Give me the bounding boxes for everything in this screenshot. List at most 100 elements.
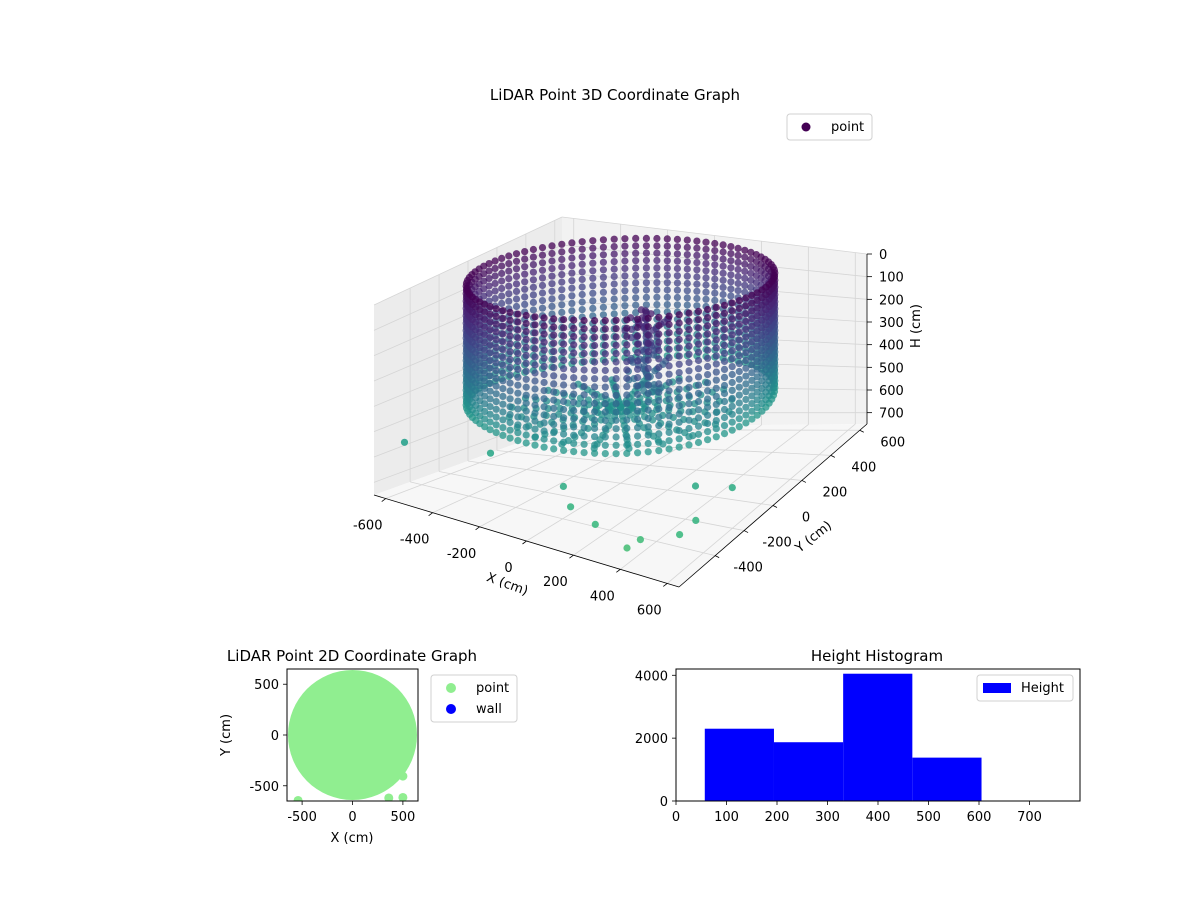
3d-cloud-point — [512, 295, 521, 303]
3d-cloud-point — [720, 422, 729, 430]
3d-cloud-point — [529, 298, 538, 306]
3d-cloud-point — [568, 269, 576, 277]
3d-cloud-point — [560, 446, 568, 454]
3d-cloud-point — [632, 249, 640, 257]
3d-cloud-point — [540, 435, 548, 443]
3d-cloud-point — [719, 248, 727, 256]
3d-cloud-point — [568, 277, 576, 285]
3d-cloud-point — [712, 328, 720, 336]
3d-cloud-point — [580, 341, 588, 349]
3d-cloud-point — [560, 324, 568, 332]
3d-cloud-point — [712, 320, 720, 328]
3d-cloud-point — [685, 424, 693, 433]
3d-cloud-point — [685, 375, 693, 383]
3d-cloud-point — [621, 287, 629, 295]
3d-cloud-point — [735, 375, 743, 383]
3d-cloud-point — [742, 411, 750, 419]
3d-cloud-point — [748, 392, 756, 400]
3d-cloud-point — [612, 350, 620, 358]
3d-cloud-point — [675, 360, 683, 368]
3d-cloud-point — [514, 381, 522, 389]
3d-cloud-point — [683, 251, 691, 259]
3d-cloud-point — [568, 307, 576, 315]
3d-cloud-point — [753, 350, 761, 358]
3d-cloud-point — [665, 437, 673, 445]
3d-cloud-point — [675, 344, 683, 352]
3d-cloud-point — [632, 294, 640, 302]
3d-cloud-point — [578, 245, 586, 253]
3d-cloud-point — [499, 338, 507, 346]
3d-cloud-point — [531, 433, 539, 441]
3d-cloud-point — [644, 356, 652, 364]
3d-cloud-point — [642, 264, 651, 272]
3d-cloud-point — [599, 251, 608, 259]
3d-cloud-point — [612, 383, 620, 391]
3d-cloud-point — [521, 255, 529, 263]
3d-cloud-point — [589, 297, 597, 305]
3d-cloud-point — [673, 257, 682, 265]
3d-cloud-point — [560, 340, 568, 348]
3d-cloud-point — [748, 338, 756, 346]
histogram-x-tick-label: 100 — [714, 810, 739, 825]
3d-y-tick-label: -200 — [762, 536, 792, 551]
2d-y-tick-label: 0 — [271, 729, 279, 744]
3d-z-tick-label: 300 — [879, 316, 904, 331]
3d-cloud-point — [685, 391, 693, 400]
3d-cloud-point — [685, 309, 693, 317]
3d-x-tick-label: 200 — [543, 575, 568, 590]
3d-cloud-point — [720, 341, 729, 349]
3d-cloud-point — [665, 320, 673, 328]
3d-cloud-point — [742, 388, 750, 396]
3d-cloud-point — [499, 424, 507, 432]
3d-cloud-point — [512, 265, 521, 273]
3d-cloud-point — [548, 249, 556, 258]
3d-cloud-point — [675, 435, 683, 443]
3d-cloud-point — [550, 323, 558, 331]
3d-cloud-point — [506, 434, 514, 442]
3d-cloud-point — [560, 422, 568, 430]
3d-cloud-point — [550, 331, 558, 339]
3d-outlier-point — [400, 438, 409, 446]
3d-cloud-point — [665, 370, 673, 378]
3d-cloud-point — [538, 289, 547, 297]
3d-cloud-point — [540, 354, 548, 362]
3d-cloud-point — [704, 338, 712, 346]
3d-cloud-point — [601, 333, 609, 341]
3d-cloud-point — [711, 261, 719, 269]
3d-cloud-point — [505, 260, 513, 268]
3d-cloud-point — [642, 301, 651, 309]
3d-cloud-point — [558, 248, 566, 256]
3d-cloud-point — [685, 334, 693, 342]
3d-cloud-point — [712, 336, 720, 344]
3d-cloud-point — [720, 317, 729, 325]
3d-cloud-point — [570, 439, 578, 447]
3d-cloud-point — [644, 389, 652, 397]
3d-cloud-point — [506, 348, 514, 356]
3d-cloud-point — [665, 428, 673, 436]
3d-cloud-point — [570, 423, 578, 431]
3d-cloud-point — [753, 335, 761, 343]
3d-cloud-point — [550, 364, 558, 372]
3d-cloud-point — [514, 342, 522, 350]
3d-cloud-point — [634, 349, 642, 357]
3d-cloud-point — [665, 354, 673, 362]
3d-cloud-point — [492, 374, 500, 382]
3d-cloud-point — [522, 319, 530, 328]
histogram-bar — [773, 742, 844, 801]
3d-cloud-point — [570, 431, 578, 439]
3d-cloud-point — [599, 258, 608, 266]
3d-cloud-point — [578, 268, 586, 276]
3d-cloud-point — [492, 421, 500, 429]
3d-cloud-point — [665, 378, 673, 387]
3d-cloud-point — [580, 366, 588, 374]
2d-y-axis-label: Y (cm) — [219, 714, 234, 757]
histogram-bar — [704, 728, 774, 801]
3d-gridline-y — [467, 460, 774, 506]
3d-cloud-point — [712, 376, 720, 384]
3d-cloud-point — [550, 372, 558, 380]
3d-cloud-point — [560, 356, 568, 365]
3d-cloud-point — [540, 378, 548, 387]
3d-cloud-point — [634, 432, 642, 440]
3d-cloud-point — [578, 283, 586, 291]
3d-cloud-point — [612, 400, 620, 408]
